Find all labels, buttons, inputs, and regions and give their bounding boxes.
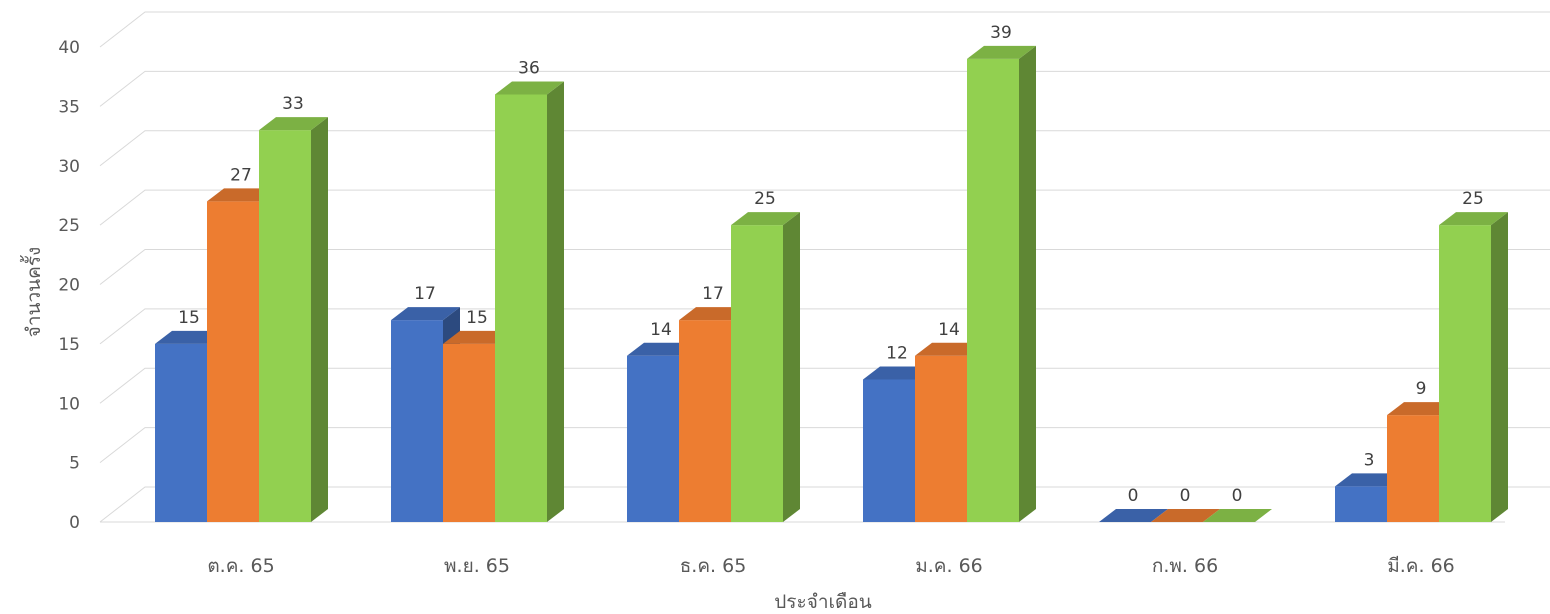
bar-top [863,366,932,380]
bar-side [547,81,564,522]
y-tick-label: 0 [69,513,80,533]
bar-top [1203,509,1272,522]
bar-side [783,212,800,522]
bar-front [443,343,495,522]
bar-side [1491,212,1508,522]
data-label: 17 [702,284,724,304]
bar-3-2 [967,45,1036,522]
bar-front [915,355,967,522]
bar-front [207,201,259,522]
y-tick-label: 5 [69,454,80,474]
gridline [99,130,1550,167]
bar-top [627,342,696,356]
gridline [99,70,1550,107]
data-label: 25 [1462,189,1484,209]
data-label: 12 [886,344,908,364]
bar-top [155,330,224,344]
y-tick-label: 15 [58,335,80,355]
bar-front [155,343,207,522]
bar-2-2 [731,212,800,522]
x-axis-title: ประจำเดือน [774,591,872,613]
x-tick-label: ม.ค. 66 [915,555,983,577]
y-tick-label: 35 [58,97,80,117]
bar-top [1151,509,1220,522]
bar-top [259,117,328,131]
gridline [99,308,1550,345]
bar-front [679,320,731,522]
data-label: 25 [754,189,776,209]
data-label: 39 [990,23,1012,43]
gridline [99,367,1550,404]
data-label: 3 [1364,450,1375,470]
bar-front [495,94,547,522]
y-tick-label: 25 [58,216,80,236]
data-label: 14 [650,320,672,340]
bar-side [311,117,328,522]
gridline [99,486,1550,523]
data-label: 0 [1128,486,1139,506]
data-label: 36 [518,59,540,79]
bar-top [679,307,748,321]
data-label: 0 [1232,486,1243,506]
bar-4-0 [1099,509,1168,522]
data-label: 9 [1416,379,1427,399]
bar-top [1387,402,1456,416]
bar-4-1 [1151,509,1220,522]
bar-front [731,225,783,522]
bar-top [443,330,512,344]
bar-top [1439,212,1508,226]
bar-front [863,379,915,522]
x-tick-label: พ.ย. 65 [444,555,510,577]
bar-top [207,188,276,202]
x-axis-ticks: ต.ค. 65 พ.ย. 65 ธ.ค. 65 ม.ค. 66 ก.พ. 66 มี.ค.… [207,555,1454,577]
bar-front [259,130,311,522]
bar-top [1099,509,1168,522]
gridlines [99,11,1550,523]
x-tick-label: มี.ค. 66 [1387,555,1455,577]
y-axis-ticks: 0 5 10 15 20 25 30 35 40 [58,38,80,533]
y-axis-title: จำนวนครั้ง [20,247,45,338]
bar-top [967,45,1036,59]
y-tick-label: 10 [58,394,80,414]
bar-4-2 [1203,509,1272,522]
bar-front [967,58,1019,522]
bars [155,45,1508,522]
data-label: 0 [1180,486,1191,506]
data-label: 27 [230,165,252,185]
data-label: 15 [178,308,200,328]
gridline [99,11,1550,48]
x-tick-label: ก.พ. 66 [1152,555,1218,577]
x-tick-label: ต.ค. 65 [207,555,274,577]
bar-front [1439,225,1491,522]
y-tick-label: 40 [58,38,80,58]
bar-5-2 [1439,212,1508,522]
data-label: 15 [466,308,488,328]
bar-front [627,355,679,522]
data-label: 33 [282,94,304,114]
gridline [99,427,1550,464]
bar-top [1335,473,1404,487]
gridline [99,249,1550,285]
bar-0-2 [259,117,328,522]
bar-side [1019,45,1036,522]
bar-top [495,81,564,95]
gridline [99,189,1550,226]
bar-front [1335,486,1387,522]
y-tick-label: 30 [58,157,80,177]
data-label: 17 [414,284,436,304]
bar-top [915,342,984,356]
bar-1-2 [495,81,564,522]
bar-front [391,320,443,522]
bar-top [391,307,460,321]
y-tick-label: 20 [58,276,80,296]
bar-top [731,212,800,226]
data-label: 14 [938,320,960,340]
x-tick-label: ธ.ค. 65 [680,555,747,577]
bar-front [1387,415,1439,522]
